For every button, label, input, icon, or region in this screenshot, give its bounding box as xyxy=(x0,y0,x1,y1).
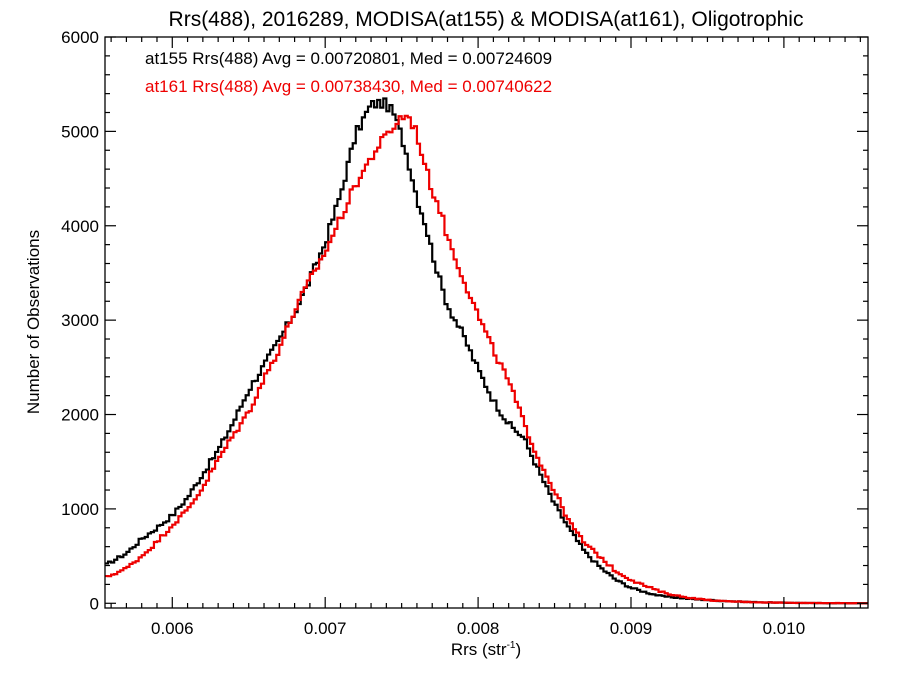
legend-entry-at161: at161 Rrs(488) Avg = 0.00738430, Med = 0… xyxy=(145,77,552,96)
x-axis-label: Rrs (str-1) xyxy=(451,640,521,659)
axis-ticks: 0.006 0.007 0.008 0.009 0.010 0 1000 2000 3000 40… xyxy=(61,28,868,638)
series-at155-line xyxy=(105,97,868,605)
y-axis-label: Number of Observations xyxy=(24,230,43,414)
y-tick-label: 6000 xyxy=(61,28,99,47)
x-tick-label: 0.008 xyxy=(457,619,500,638)
x-axis-label-sup: -1 xyxy=(507,640,516,651)
legend-entry-at155: at155 Rrs(488) Avg = 0.00720801, Med = 0… xyxy=(145,49,552,68)
y-tick-label: 4000 xyxy=(61,217,99,236)
y-tick-label: 2000 xyxy=(61,406,99,425)
x-axis-label-close: ) xyxy=(515,640,521,659)
y-tick-label: 5000 xyxy=(61,122,99,141)
y-tick-label: 1000 xyxy=(61,500,99,519)
y-tick-label: 3000 xyxy=(61,311,99,330)
series-at161-line xyxy=(105,114,868,605)
plot-frame xyxy=(104,36,869,609)
x-tick-label: 0.007 xyxy=(304,619,347,638)
x-axis-label-main: Rrs (str xyxy=(451,640,507,659)
x-tick-label: 0.009 xyxy=(610,619,653,638)
chart-title: Rrs(488), 2016289, MODISA(at155) & MODIS… xyxy=(169,8,804,31)
x-tick-label: 0.006 xyxy=(151,619,194,638)
plot-area xyxy=(105,97,868,605)
y-tick-label: 0 xyxy=(90,594,99,613)
x-tick-label: 0.010 xyxy=(763,619,806,638)
